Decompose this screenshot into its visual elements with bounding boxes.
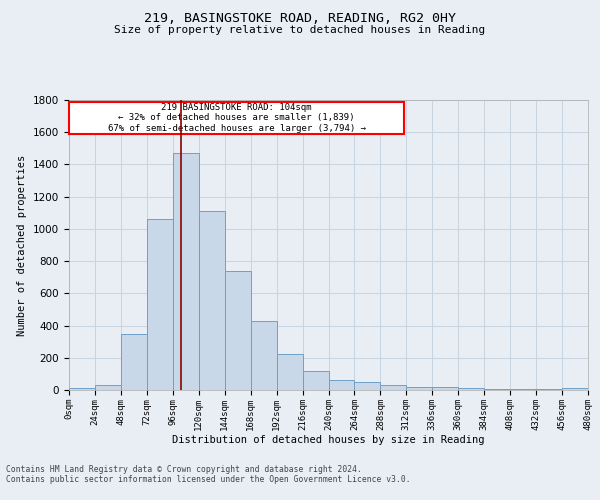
Bar xyxy=(121,334,147,390)
Bar xyxy=(406,387,432,390)
Bar xyxy=(225,271,251,390)
Bar xyxy=(199,211,224,390)
Bar xyxy=(355,382,380,390)
Text: 219, BASINGSTOKE ROAD, READING, RG2 0HY: 219, BASINGSTOKE ROAD, READING, RG2 0HY xyxy=(144,12,456,26)
Text: Contains HM Land Registry data © Crown copyright and database right 2024.
Contai: Contains HM Land Registry data © Crown c… xyxy=(6,465,410,484)
Bar xyxy=(380,385,406,390)
Bar xyxy=(95,385,121,390)
Bar xyxy=(277,354,302,390)
Y-axis label: Number of detached properties: Number of detached properties xyxy=(17,154,28,336)
X-axis label: Distribution of detached houses by size in Reading: Distribution of detached houses by size … xyxy=(172,436,485,446)
Text: 219 BASINGSTOKE ROAD: 104sqm
← 32% of detached houses are smaller (1,839)
67% of: 219 BASINGSTOKE ROAD: 104sqm ← 32% of de… xyxy=(107,103,365,132)
Bar xyxy=(69,102,404,134)
Bar xyxy=(69,388,95,390)
Bar xyxy=(432,387,458,390)
Bar xyxy=(536,389,562,390)
Bar xyxy=(173,153,199,390)
Bar xyxy=(562,388,588,390)
Bar xyxy=(510,389,536,390)
Bar xyxy=(484,388,510,390)
Bar xyxy=(329,380,355,390)
Bar xyxy=(458,388,484,390)
Bar xyxy=(251,320,277,390)
Bar xyxy=(302,372,329,390)
Text: Size of property relative to detached houses in Reading: Size of property relative to detached ho… xyxy=(115,25,485,35)
Bar xyxy=(147,219,173,390)
